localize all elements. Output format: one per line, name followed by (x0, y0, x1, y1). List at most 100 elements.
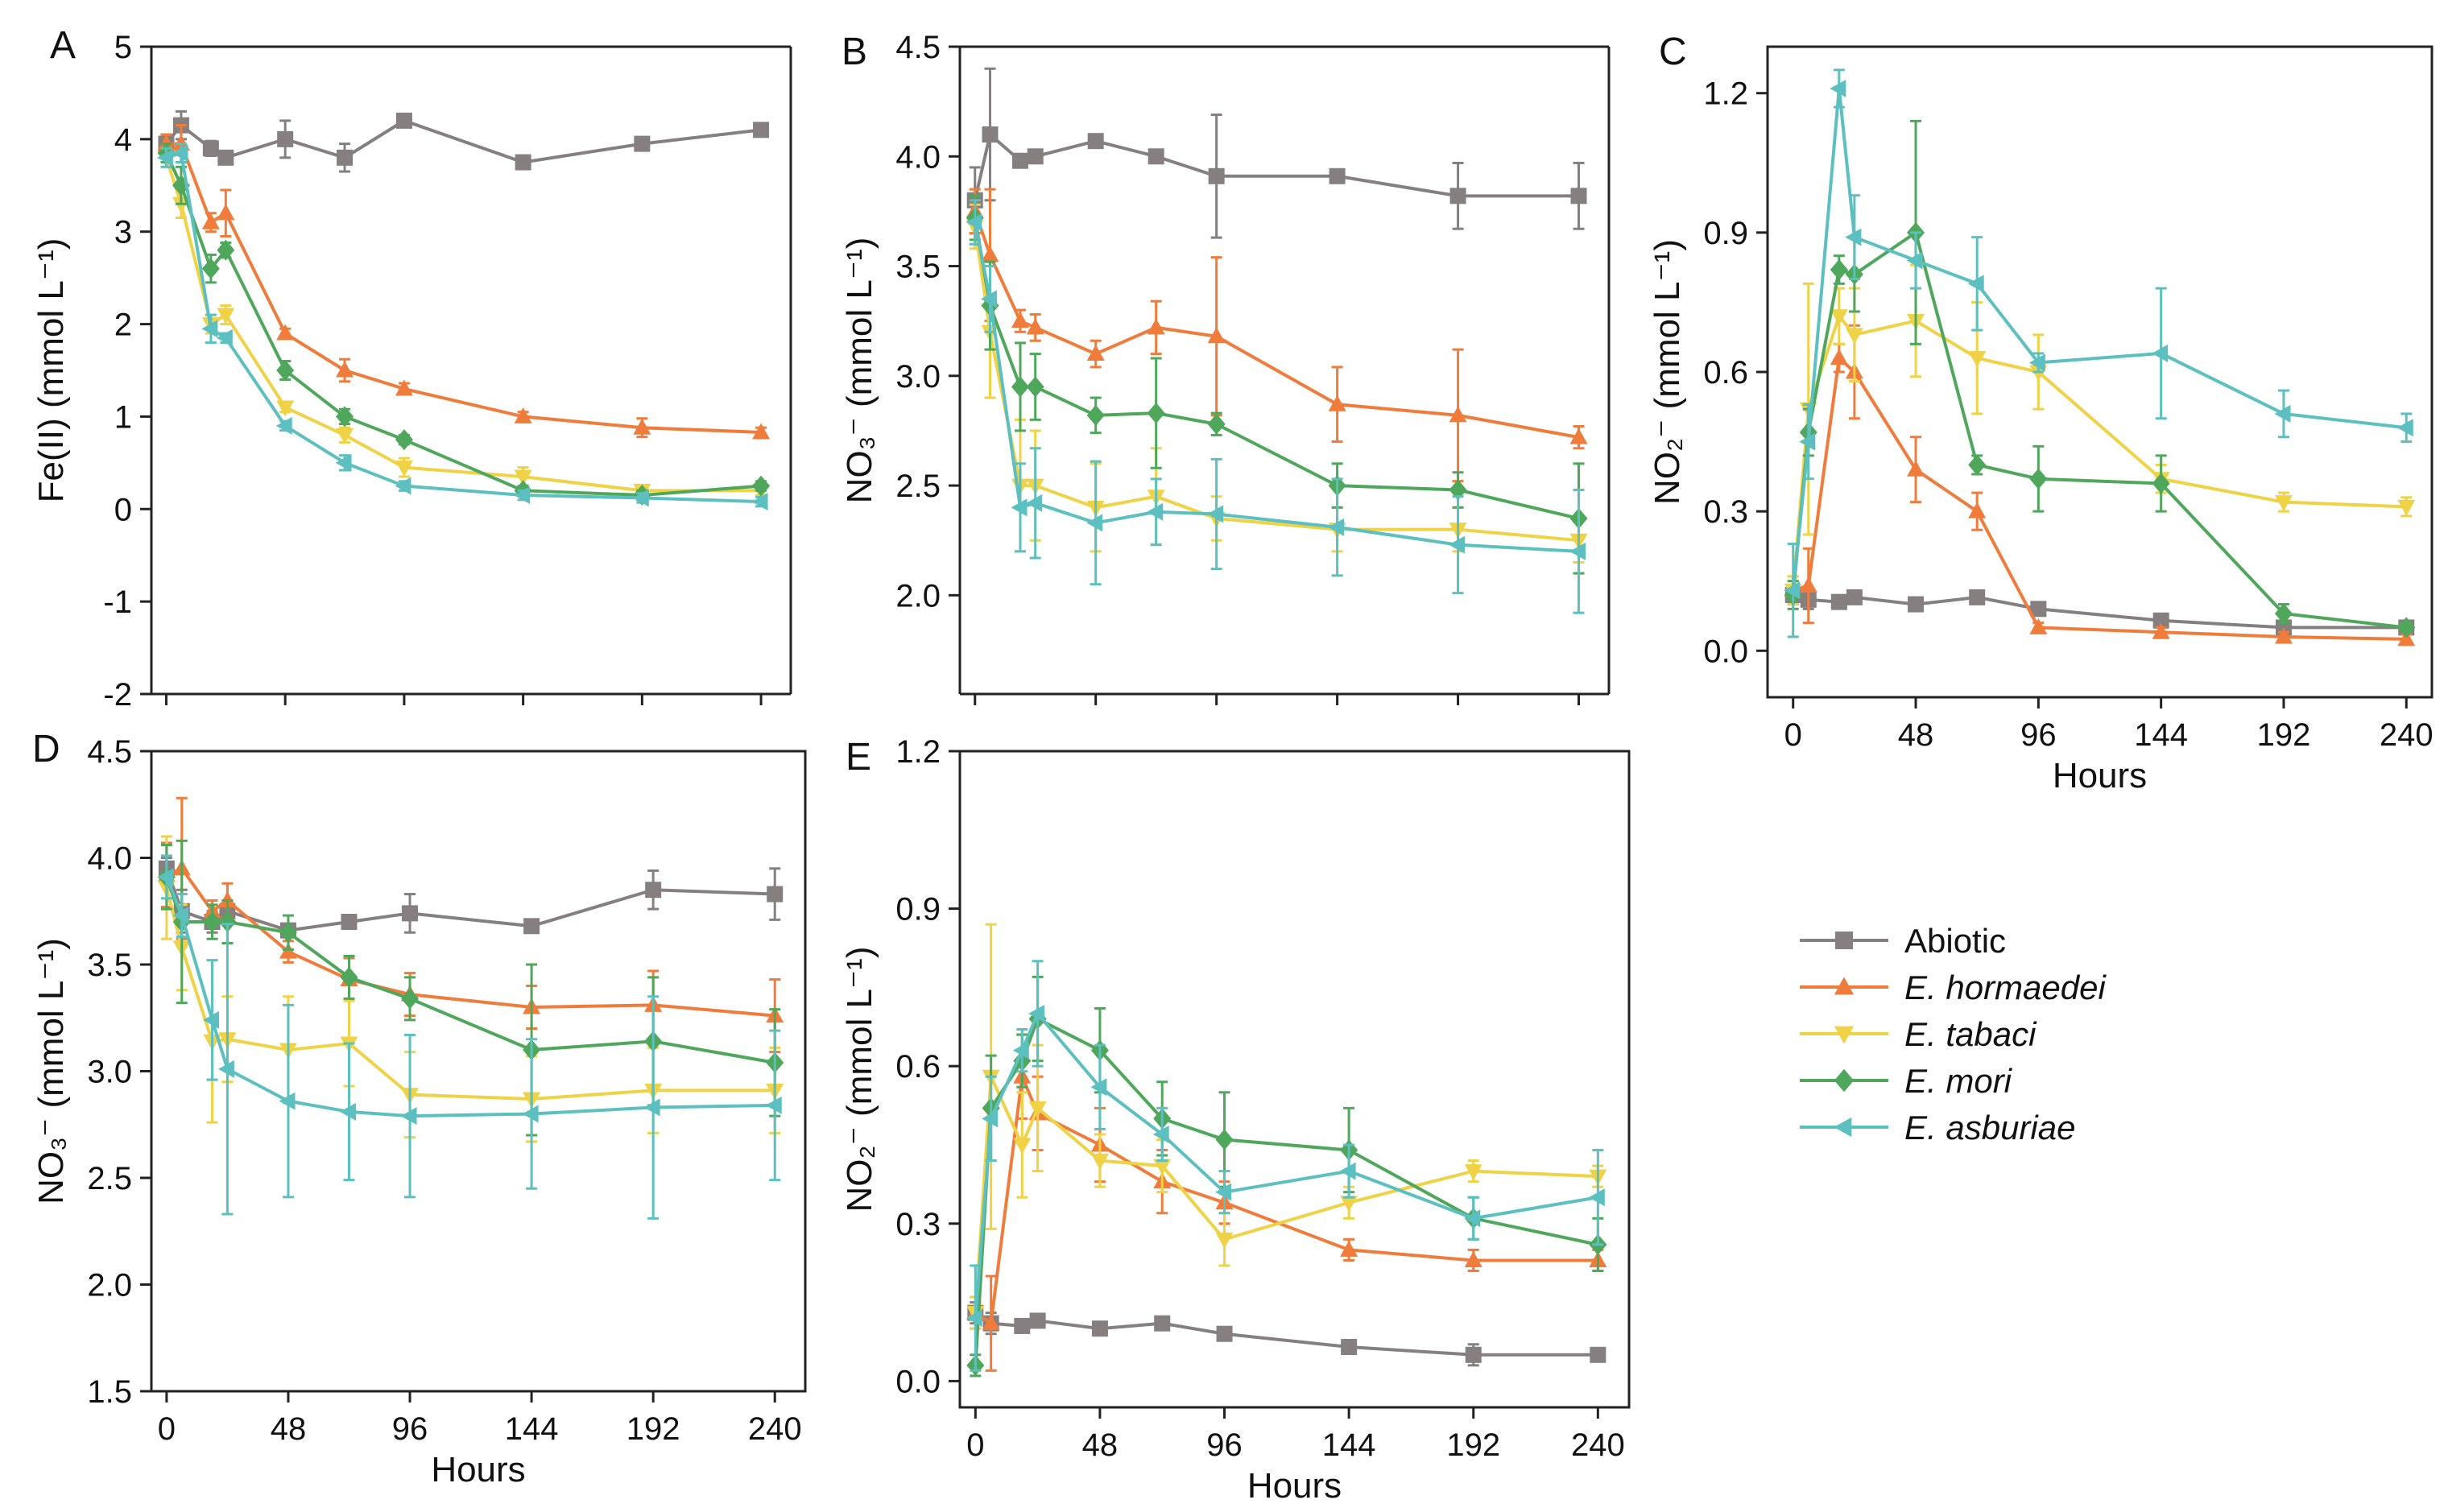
data-point (203, 1010, 220, 1029)
x-axis-title: Hours (431, 1450, 525, 1489)
data-point (340, 966, 358, 988)
data-point (402, 905, 419, 922)
data-point (2152, 612, 2169, 629)
y-axis-title: NO₃⁻ (mmol L⁻¹) (840, 238, 879, 504)
series-e-tabaci (966, 203, 1588, 564)
y-tick-label: 0.6 (1703, 355, 1748, 390)
data-point (157, 868, 174, 886)
data-point (202, 140, 219, 157)
data-point (395, 379, 413, 396)
x-tick-label: 0 (1784, 717, 1802, 753)
series-line (1793, 593, 2407, 630)
series-line (164, 118, 762, 164)
data-point (1152, 1125, 1169, 1143)
data-point (395, 461, 413, 477)
data-point (400, 1107, 417, 1126)
legend-item: Abiotic (1800, 922, 2006, 960)
data-point (982, 1109, 999, 1128)
series-line (1791, 88, 2407, 591)
series-abiotic (966, 67, 1587, 239)
y-tick-label: 5 (114, 30, 132, 65)
y-axis-title: NO₂⁻ (mmol L⁻¹) (1648, 239, 1687, 505)
y-tick-label: 4.5 (895, 30, 941, 65)
data-point (275, 416, 292, 435)
data-point (1087, 133, 1104, 150)
y-axis-title: NO₃⁻ (mmol L⁻¹) (31, 938, 71, 1204)
series-e-mori (966, 975, 1607, 1378)
series-e-asburiae (966, 960, 1605, 1372)
data-point (217, 308, 235, 324)
data-point (1147, 403, 1165, 424)
y-tick-label: 0.0 (1703, 634, 1748, 669)
data-point (1153, 1159, 1172, 1175)
data-point (395, 429, 413, 451)
y-axis-title: NO₂⁻ (mmol L⁻¹) (840, 947, 879, 1212)
data-point (2152, 622, 2170, 639)
y-axis-title: Fe(II) (mmol L⁻¹) (31, 238, 71, 503)
x-axis-title: Hours (2053, 756, 2147, 795)
data-point (1028, 1005, 1045, 1022)
y-tick-label: 1.2 (895, 734, 941, 770)
data-point (1011, 152, 1028, 169)
legend-marker (1834, 1026, 1855, 1044)
data-point (1846, 589, 1863, 605)
legend-label: E. mori (1904, 1062, 2013, 1100)
series-e-asburiae (1784, 68, 2413, 638)
y-tick-label: -2 (103, 677, 132, 713)
panel-d: 1.5 2.0 2.5 3.0 3.5 4.0 4.5 0 48 96 144 192 240 Hours… (31, 728, 807, 1489)
series-line (973, 131, 1579, 201)
panel-a: -2 -1 0 1 2 3 4 5 Fe(II) (mmol L⁻¹) A (31, 24, 792, 713)
data-point (1449, 406, 1467, 423)
data-point (966, 213, 982, 232)
series-line (166, 142, 762, 434)
data-point (1090, 1154, 1109, 1171)
data-point (277, 130, 294, 147)
data-point (523, 918, 540, 935)
data-point (1799, 432, 1816, 451)
panel-letter: D (32, 728, 60, 770)
panel-c: 0.0 0.3 0.6 0.9 1.2 0 48 96 144 192 240 Hours NO₂⁻ (… (1648, 31, 2434, 795)
data-point (1906, 251, 1923, 270)
data-point (1207, 327, 1226, 344)
data-point (1449, 188, 1466, 204)
data-point (279, 1092, 296, 1110)
data-point (276, 400, 295, 417)
data-point (1011, 376, 1029, 398)
data-point (1328, 395, 1346, 411)
y-tick-label: 2 (114, 308, 132, 343)
series-abiotic (1784, 584, 2415, 636)
x-tick-label: 48 (271, 1411, 307, 1447)
data-point (2029, 618, 2048, 634)
data-point (1340, 1196, 1358, 1212)
data-point (335, 453, 352, 472)
series-line (165, 151, 762, 504)
series-e-mori (1784, 119, 2416, 638)
x-axis-title: Hours (1247, 1466, 1342, 1506)
y-tick-label: 1 (114, 399, 132, 435)
y-tick-label: 1.5 (87, 1374, 132, 1410)
data-point (1086, 404, 1105, 426)
plot-frame (150, 750, 807, 1393)
data-point (1148, 148, 1164, 165)
y-tick-label: 0.9 (895, 892, 941, 927)
data-point (982, 126, 999, 143)
legend: Abiotic E. hormaedei E. tabaci E. mori E. as… (1800, 922, 2107, 1146)
data-point (2396, 419, 2413, 437)
data-point (1207, 413, 1226, 435)
y-tick-label: 2.0 (87, 1268, 132, 1303)
data-point (201, 258, 220, 279)
data-point (1570, 188, 1587, 204)
data-point (2397, 499, 2416, 516)
data-point (339, 1102, 356, 1121)
x-tick-label: 96 (1206, 1427, 1243, 1463)
x-tick-label: 240 (2380, 717, 2434, 753)
x-tick-label: 96 (2020, 717, 2057, 753)
data-point (1830, 79, 1846, 97)
y-tick-label: 0 (114, 492, 132, 527)
data-point (1449, 479, 1467, 501)
legend-marker (1834, 1068, 1855, 1093)
data-point (1329, 167, 1346, 184)
data-point (1090, 1078, 1107, 1097)
series-e-tabaci (157, 835, 784, 1143)
data-point (1013, 1138, 1032, 1155)
